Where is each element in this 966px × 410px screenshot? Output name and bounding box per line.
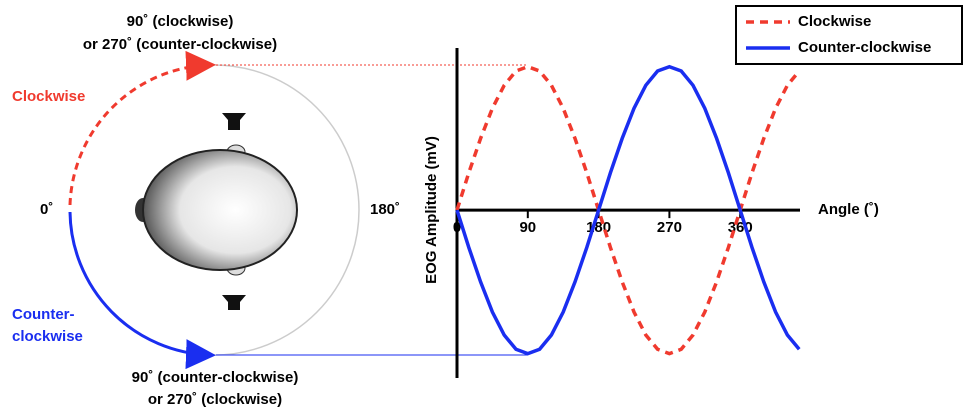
bottom-label: 90˚ (counter-clockwise) xyxy=(132,369,299,386)
speaker xyxy=(222,113,246,130)
y-axis-label: EOG Amplitude (mV) xyxy=(423,136,440,284)
circle xyxy=(213,64,360,356)
clockwise-label: Clockwise xyxy=(12,88,85,105)
series-line xyxy=(455,64,801,356)
top-label: or 270˚ (counter-clockwise) xyxy=(83,36,277,53)
legend xyxy=(735,5,963,65)
angle-label: 0˚ xyxy=(40,201,53,218)
series-line xyxy=(455,64,801,356)
x-tick-label: 270 xyxy=(657,219,682,236)
counter-label: clockwise xyxy=(12,328,83,345)
x-tick-label: 90 xyxy=(519,219,536,236)
counter-arc xyxy=(68,211,216,370)
x-axis-label: Angle (˚) xyxy=(818,201,879,218)
bottom-label: or 270˚ (clockwise) xyxy=(148,391,282,408)
counter-label: Counter- xyxy=(12,306,75,323)
head xyxy=(142,149,298,271)
speaker xyxy=(222,295,246,310)
legend-label: Clockwise xyxy=(798,13,871,30)
x-tick-label: 0 xyxy=(453,219,461,236)
clockwise-arc xyxy=(68,50,216,206)
top-label: 90˚ (clockwise) xyxy=(127,13,234,30)
angle-label: 180˚ xyxy=(370,201,400,218)
legend-label: Counter-clockwise xyxy=(798,39,931,56)
